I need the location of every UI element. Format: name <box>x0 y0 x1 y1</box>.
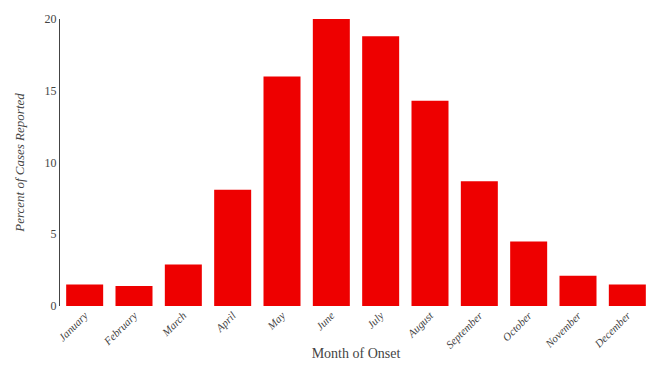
svg-text:May: May <box>264 309 287 332</box>
svg-text:0: 0 <box>51 299 57 313</box>
svg-text:Percent of Cases Reported: Percent of Cases Reported <box>12 93 27 233</box>
svg-text:February: February <box>101 309 140 348</box>
svg-text:10: 10 <box>45 156 57 170</box>
svg-text:October: October <box>500 309 534 343</box>
svg-text:April: April <box>213 309 238 334</box>
svg-text:June: June <box>313 309 336 332</box>
svg-text:March: March <box>159 309 189 339</box>
svg-text:Month of Onset: Month of Onset <box>312 346 401 361</box>
svg-text:September: September <box>443 309 485 351</box>
svg-text:December: December <box>591 309 633 351</box>
svg-text:January: January <box>56 309 90 343</box>
svg-text:15: 15 <box>45 84 57 98</box>
svg-text:20: 20 <box>45 12 57 26</box>
svg-text:August: August <box>404 309 435 340</box>
svg-text:July: July <box>365 309 387 331</box>
svg-text:5: 5 <box>51 227 57 241</box>
svg-text:November: November <box>542 309 584 351</box>
